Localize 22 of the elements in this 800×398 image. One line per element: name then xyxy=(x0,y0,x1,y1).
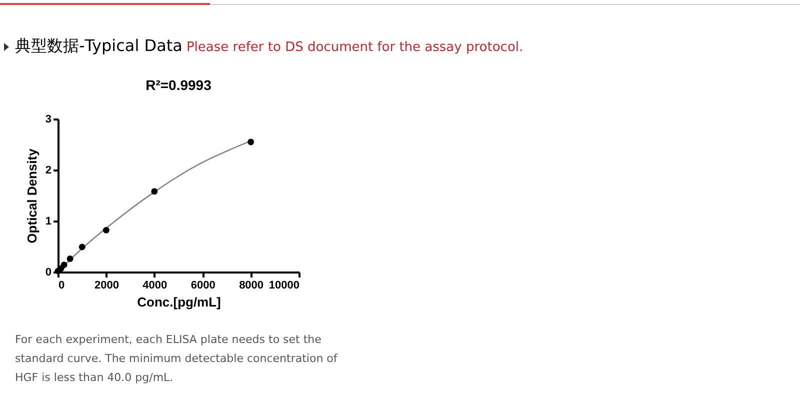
text: Please refer to DS document for the assay protocol. xyxy=(186,40,524,55)
chart-title: 典型数据-Typical Data xyxy=(15,36,182,55)
point xyxy=(78,244,86,250)
x-tick-label: 0 xyxy=(58,280,65,292)
y-tick-label: 3 xyxy=(45,114,52,126)
y-tick-label: 0 xyxy=(45,266,52,278)
y-axis-title: Optical Density xyxy=(24,148,40,244)
x-tick-label: 4000 xyxy=(142,280,168,292)
text: For each experiment, each ELISA plate needs to set the standard curve. The minimum detectable concentration of HGF is less than 40.0 pg/mL. xyxy=(15,332,338,386)
point xyxy=(102,226,110,234)
y-tick-label: 2 xyxy=(45,164,52,176)
y-tick-label: 1 xyxy=(45,216,52,228)
x-tick-label: 2000 xyxy=(94,280,119,292)
x-tick-label: 10000 xyxy=(268,280,300,292)
point xyxy=(66,256,74,262)
point xyxy=(60,262,68,268)
x-tick-label: 8000 xyxy=(239,280,264,292)
x-tick-label: 6000 xyxy=(190,280,216,292)
x-axis-title: Conc.[pg/mL] xyxy=(137,294,221,310)
text: R²=0.9993 xyxy=(146,77,212,93)
point xyxy=(151,188,158,195)
point xyxy=(248,138,254,146)
